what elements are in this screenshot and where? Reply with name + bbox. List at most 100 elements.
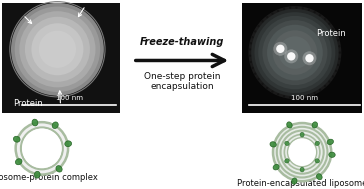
Ellipse shape <box>251 9 339 96</box>
Ellipse shape <box>292 178 297 184</box>
Ellipse shape <box>31 23 83 75</box>
Circle shape <box>337 64 339 66</box>
Circle shape <box>283 95 285 98</box>
Circle shape <box>332 75 334 78</box>
Ellipse shape <box>258 16 332 89</box>
Circle shape <box>313 11 316 13</box>
Circle shape <box>308 9 310 11</box>
Ellipse shape <box>302 51 316 65</box>
Circle shape <box>295 96 298 99</box>
Ellipse shape <box>315 141 320 146</box>
Circle shape <box>284 134 320 170</box>
Circle shape <box>257 78 260 80</box>
Text: 100 nm: 100 nm <box>291 95 318 101</box>
Ellipse shape <box>327 139 333 145</box>
Circle shape <box>277 10 279 12</box>
Circle shape <box>319 14 321 16</box>
Circle shape <box>339 51 341 54</box>
Ellipse shape <box>56 166 62 172</box>
Circle shape <box>332 28 334 30</box>
Circle shape <box>271 91 274 93</box>
Bar <box>242 3 362 113</box>
Text: Protein-encapsulated liposome: Protein-encapsulated liposome <box>237 179 364 188</box>
Circle shape <box>289 7 291 9</box>
Ellipse shape <box>270 142 276 147</box>
Text: Freeze-thawing: Freeze-thawing <box>140 37 224 47</box>
Ellipse shape <box>249 6 341 99</box>
Ellipse shape <box>285 141 289 146</box>
Text: Liposome-protein complex: Liposome-protein complex <box>0 173 98 182</box>
Circle shape <box>277 127 328 177</box>
Ellipse shape <box>262 20 328 85</box>
Circle shape <box>273 123 331 181</box>
Ellipse shape <box>15 7 100 92</box>
Ellipse shape <box>52 122 58 129</box>
Ellipse shape <box>15 159 22 165</box>
Circle shape <box>339 45 341 47</box>
Circle shape <box>261 20 264 22</box>
Text: 100 nm: 100 nm <box>56 95 83 101</box>
Ellipse shape <box>273 42 287 56</box>
Circle shape <box>249 48 251 51</box>
Circle shape <box>339 58 341 60</box>
Circle shape <box>261 83 264 85</box>
Circle shape <box>288 138 317 167</box>
Ellipse shape <box>19 11 95 87</box>
Ellipse shape <box>276 45 285 53</box>
Circle shape <box>301 7 304 9</box>
Circle shape <box>328 80 331 83</box>
Circle shape <box>301 96 304 98</box>
Ellipse shape <box>279 36 311 69</box>
Circle shape <box>252 36 254 38</box>
Ellipse shape <box>13 136 20 142</box>
Ellipse shape <box>254 12 335 93</box>
Circle shape <box>313 92 316 94</box>
Circle shape <box>337 39 339 41</box>
Ellipse shape <box>305 54 314 62</box>
Circle shape <box>257 25 260 27</box>
Circle shape <box>277 93 279 95</box>
Ellipse shape <box>11 3 104 96</box>
Circle shape <box>250 61 252 63</box>
Ellipse shape <box>25 17 90 82</box>
Circle shape <box>22 129 62 168</box>
Text: One-step protein
encapsulation: One-step protein encapsulation <box>144 72 220 91</box>
Ellipse shape <box>65 141 72 147</box>
Circle shape <box>324 18 326 20</box>
Text: Protein: Protein <box>317 29 346 38</box>
Bar <box>2 3 120 113</box>
Ellipse shape <box>312 122 317 128</box>
Circle shape <box>289 139 316 166</box>
Circle shape <box>16 122 68 175</box>
Ellipse shape <box>287 52 296 60</box>
Circle shape <box>254 30 256 33</box>
Ellipse shape <box>273 164 279 170</box>
Circle shape <box>324 85 326 87</box>
Circle shape <box>249 55 251 57</box>
Circle shape <box>335 33 337 35</box>
Ellipse shape <box>267 25 323 81</box>
Circle shape <box>266 87 268 89</box>
Circle shape <box>252 67 254 69</box>
Circle shape <box>254 73 256 75</box>
Ellipse shape <box>316 174 322 180</box>
Circle shape <box>308 94 310 97</box>
Circle shape <box>266 16 268 18</box>
Ellipse shape <box>287 122 292 128</box>
Ellipse shape <box>329 152 335 157</box>
Circle shape <box>335 70 337 72</box>
Text: Protein: Protein <box>13 99 43 108</box>
Circle shape <box>21 127 63 169</box>
Ellipse shape <box>34 171 40 178</box>
Ellipse shape <box>32 119 38 126</box>
Ellipse shape <box>285 159 289 163</box>
Circle shape <box>283 8 285 10</box>
Ellipse shape <box>300 132 304 137</box>
Circle shape <box>295 6 298 9</box>
Ellipse shape <box>284 49 298 63</box>
Circle shape <box>250 42 252 44</box>
Ellipse shape <box>315 159 320 163</box>
Circle shape <box>328 22 331 25</box>
Ellipse shape <box>273 30 317 75</box>
Circle shape <box>319 89 321 91</box>
